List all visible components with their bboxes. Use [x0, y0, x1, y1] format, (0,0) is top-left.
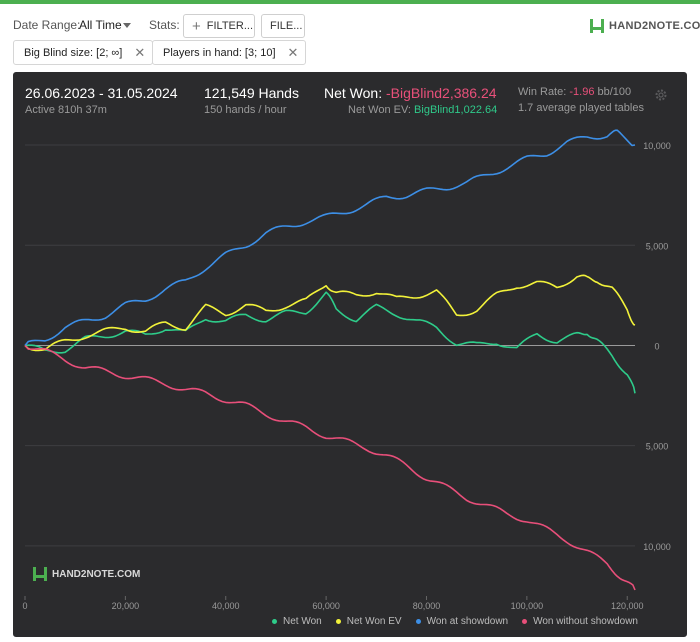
filter-chip-big-blind[interactable]: Big Blind size: [2; ∞] ✕ [13, 40, 154, 65]
x-tick-label: 100,000 [511, 601, 544, 611]
filter-button-label: FILTER... [206, 20, 254, 32]
chart-legend: Net Won Net Won EV Won at showdown Won w… [272, 616, 652, 627]
series-line-won-without-showdown[interactable] [24, 344, 636, 591]
legend-label: Net Won EV [346, 616, 402, 627]
y-tick-label: 5,000 [646, 442, 669, 452]
series-line-net-won-ev[interactable] [24, 274, 636, 352]
x-tick-label: 60,000 [312, 601, 340, 611]
legend-label: Won at showdown [426, 616, 509, 627]
logo-text: HAND2NOTE.COM [609, 20, 700, 32]
legend-item-won-without-showdown[interactable]: Won without showdown [522, 616, 638, 627]
y-tick-label: 10,000 [643, 542, 671, 552]
x-tick-label: 0 [22, 601, 27, 611]
hand2note-logo: HAND2NOTE.COM [589, 18, 700, 34]
legend-label: Won without showdown [533, 616, 638, 627]
legend-item-net-won-ev[interactable]: Net Won EV [335, 616, 402, 627]
legend-item-won-at-showdown[interactable]: Won at showdown [415, 616, 509, 627]
legend-dot [272, 619, 277, 624]
date-range-select[interactable]: All Time [79, 18, 122, 32]
y-tick-label: 5,000 [646, 241, 669, 251]
y-tick-label: 0 [654, 341, 659, 351]
chevron-down-icon[interactable] [123, 23, 131, 28]
legend-label: Net Won [283, 616, 322, 627]
date-range-summary: 26.06.2023 - 31.05.2024 [25, 85, 178, 101]
watermark-logo-icon [33, 567, 47, 581]
toolbar: Date Range: All Time Stats: + FILTER... … [0, 4, 700, 40]
date-range-label: Date Range: [13, 18, 81, 32]
stats-label: Stats: [149, 18, 180, 32]
hand2note-logo-icon [590, 19, 604, 33]
filter-chip-label: Big Blind size: [2; ∞] [24, 46, 123, 59]
close-icon[interactable]: ✕ [134, 44, 146, 60]
watermark-text: HAND2NOTE.COM [52, 568, 141, 580]
filter-button[interactable]: + FILTER... [183, 14, 255, 38]
graph-panel: 26.06.2023 - 31.05.2024 Active 810h 37m … [13, 72, 687, 637]
plus-icon: + [192, 17, 201, 35]
legend-item-net-won[interactable]: Net Won [272, 616, 322, 627]
win-rate-label: Win Rate: [518, 86, 567, 98]
file-button-label: FILE... [270, 20, 303, 32]
net-won: Net Won: -BigBlind2,386.24 [324, 85, 497, 101]
y-tick-label: 10,000 [643, 141, 671, 151]
average-tables: 1.7 average played tables [518, 102, 644, 114]
series-line-net-won[interactable] [24, 291, 636, 394]
hands-count: 121,549 Hands [204, 85, 299, 101]
gear-icon[interactable] [654, 88, 668, 102]
hands-per-hour: 150 hands / hour [204, 104, 287, 116]
x-tick-label: 40,000 [212, 601, 240, 611]
x-tick-label: 120,000 [611, 601, 644, 611]
legend-dot [415, 619, 421, 624]
results-chart[interactable]: 10,000 5,000 0 5,000 10,000 0 20,000 40,000 60,0… [13, 72, 687, 637]
net-won-ev-label: Net Won EV: [348, 104, 411, 116]
win-rate-value: -1.96 [569, 86, 595, 98]
series-line-won-at-showdown[interactable] [24, 129, 636, 347]
net-won-label: Net Won: [324, 85, 383, 101]
close-icon[interactable]: ✕ [287, 44, 299, 60]
active-time: Active 810h 37m [25, 104, 107, 116]
win-rate-unit: bb/100 [597, 86, 632, 98]
net-won-ev-value: BigBlind1,022.64 [414, 104, 498, 116]
watermark: HAND2NOTE.COM [32, 566, 140, 582]
filter-chip-players[interactable]: Players in hand: [3; 10] ✕ [152, 40, 307, 65]
filter-chip-label: Players in hand: [3; 10] [163, 46, 276, 59]
net-won-value: -BigBlind2,386.24 [386, 85, 497, 101]
win-rate: Win Rate: -1.96 bb/100 [518, 86, 631, 98]
x-tick-label: 80,000 [413, 601, 441, 611]
file-button[interactable]: FILE... [261, 14, 305, 38]
legend-dot [335, 619, 341, 624]
legend-dot [522, 619, 528, 624]
top-accent-bar [0, 0, 700, 4]
x-tick-label: 20,000 [112, 601, 140, 611]
net-won-ev: Net Won EV: BigBlind1,022.64 [348, 104, 497, 116]
